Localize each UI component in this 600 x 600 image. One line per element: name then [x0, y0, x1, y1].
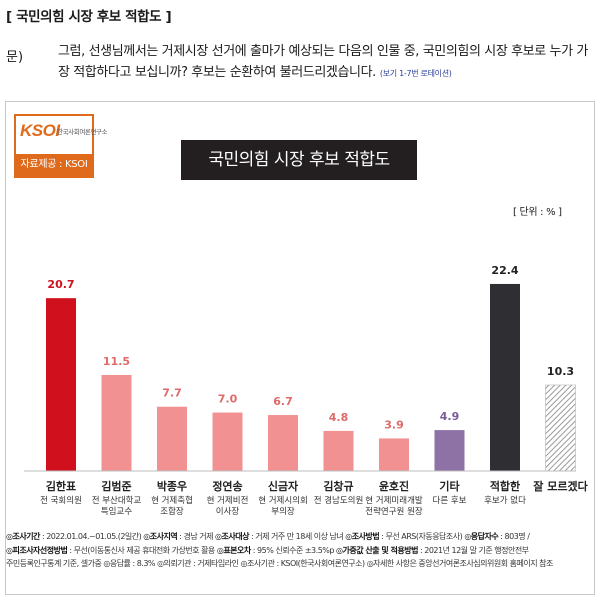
category-label: 정연송	[212, 479, 242, 493]
note-key: ◎조사지역	[143, 532, 178, 541]
note-value: : 8.3%	[130, 559, 158, 568]
bar	[323, 430, 354, 471]
note-key: ◎피조사자선정방법	[6, 545, 68, 555]
bar	[490, 283, 520, 471]
survey-note-line: ◎조사기간 : 2022.01.04.~01.05.(2일간) ◎조사지역 : …	[6, 530, 596, 544]
logo-org: 한국사회여론연구소	[57, 128, 108, 136]
category-desc-label: 현 거제미래개발	[365, 495, 423, 506]
note-value: ◎자세한 사항은 중앙선거여론조사심의위원회 홈페이지 참조	[366, 559, 554, 568]
data-label: 6.7	[273, 395, 293, 408]
bar	[157, 406, 187, 471]
bar	[268, 415, 298, 471]
data-label: 7.0	[218, 393, 238, 406]
category-label: 김범준	[101, 479, 131, 493]
data-label: 11.5	[103, 355, 130, 368]
note-key: ◎가중값 산출 및 적용방법	[336, 545, 418, 555]
data-label: 3.9	[384, 418, 404, 431]
bar	[212, 412, 243, 471]
category-desc-label: 특임교수	[101, 506, 132, 517]
category-label: 잘 모르겠다	[533, 479, 588, 493]
note-value: : 95% 신뢰수준 ±3.5%p	[250, 545, 337, 555]
note-value: : 2022.01.04.~01.05.(2일간)	[39, 532, 144, 541]
bar	[101, 374, 132, 471]
category-label: 박종우	[157, 479, 187, 493]
note-key: ◎응답자수	[464, 532, 499, 541]
bar	[434, 430, 465, 471]
chart-title: 국민의힘 시장 후보 적합도	[181, 140, 417, 180]
category-label: 기타	[439, 479, 460, 493]
logo-name: KSOI	[20, 121, 60, 140]
survey-note-line: 주민등록인구통계 기준, 셀가중 ◎응답률 : 8.3% ◎의뢰기관 : 거제타…	[6, 557, 596, 571]
data-label: 22.4	[491, 264, 518, 277]
category-desc-label: 다른 후보	[433, 496, 467, 506]
category-desc-label: 현 거제축협	[151, 495, 193, 506]
note-value: ◎응답률	[103, 559, 131, 568]
note-value: : 무선(이동통신사 제공 휴대전화 가상번호 활용	[67, 545, 217, 555]
survey-notes: ◎조사기간 : 2022.01.04.~01.05.(2일간) ◎조사지역 : …	[6, 530, 596, 571]
note-key: ◎조사대상	[215, 532, 249, 541]
ksoi-logo: KSOI 한국사회여론연구소 자료제공 : KSOI	[14, 114, 108, 178]
bar	[46, 298, 76, 471]
note-value: ◎조사기관	[240, 559, 275, 568]
category-label: 김창규	[323, 479, 353, 493]
data-label: 4.8	[329, 411, 349, 424]
question-label: 문)	[6, 50, 24, 65]
note-value: ◎의뢰기관	[157, 559, 191, 568]
category-desc-label: 현 거제비전	[207, 495, 249, 506]
data-label: 4.9	[440, 410, 460, 423]
note-value: 주민등록인구통계 기준, 셀가중	[6, 559, 104, 568]
category-label: 김한표	[46, 479, 76, 493]
note-value: : KSOI(한국사회여론연구소)	[274, 559, 367, 568]
note-value: : 거제 거주 만 18세 이상 남녀	[248, 532, 346, 541]
category-label: 적합한	[490, 479, 520, 493]
category-desc-label: 부의장	[271, 506, 295, 517]
note-value: : 거제타임라인	[191, 559, 241, 568]
category-desc-label: 전략연구원 원장	[365, 506, 423, 517]
note-value: : 803명 /	[498, 532, 530, 541]
category-label: 윤호진	[379, 479, 409, 493]
bar	[545, 384, 576, 472]
category-desc-label: 후보가 없다	[484, 496, 526, 506]
category-desc-label: 전 부산대학교	[92, 495, 142, 506]
category-desc-label: 전 경남도의원	[314, 495, 364, 506]
data-label: 20.7	[47, 278, 74, 291]
question-body: 그럼, 선생님께서는 거제시장 선거에 출마가 예상되는 다음의 인물 중, 국…	[58, 44, 588, 80]
category-desc-label: 조합장	[160, 506, 184, 517]
category-desc-label: 현 거제시의회	[258, 495, 308, 506]
note-value: : 2021년 12월 말 기준 행정안전부	[417, 545, 529, 555]
data-label: 7.7	[162, 387, 182, 400]
note-value: : 무선 ARS(자동응답조사)	[379, 532, 465, 541]
unit-label: [ 단위 : % ]	[513, 207, 562, 218]
page-heading: [ 국민의힘 시장 후보 적합도 ]	[6, 9, 172, 25]
data-label: 10.3	[547, 365, 574, 378]
category-label: 신금자	[268, 479, 299, 493]
category-desc-label: 전 국회의원	[40, 495, 82, 506]
data-source-label: 자료제공 : KSOI	[16, 154, 92, 176]
survey-note-line: ◎피조사자선정방법 : 무선(이동통신사 제공 휴대전화 가상번호 활용 ◎표본…	[6, 544, 596, 558]
note-value: : 경남 거제	[177, 532, 216, 541]
bar	[379, 438, 409, 471]
question-note: (보기 1-7번 로테이션)	[379, 69, 452, 78]
question-text: 그럼, 선생님께서는 거제시장 선거에 출마가 예상되는 다음의 인물 중, 국…	[58, 41, 593, 84]
note-key: ◎표본오차	[216, 545, 251, 555]
note-key: ◎조사방법	[345, 532, 380, 541]
note-key: ◎조사기간	[6, 532, 40, 541]
category-desc-label: 이사장	[216, 506, 240, 517]
